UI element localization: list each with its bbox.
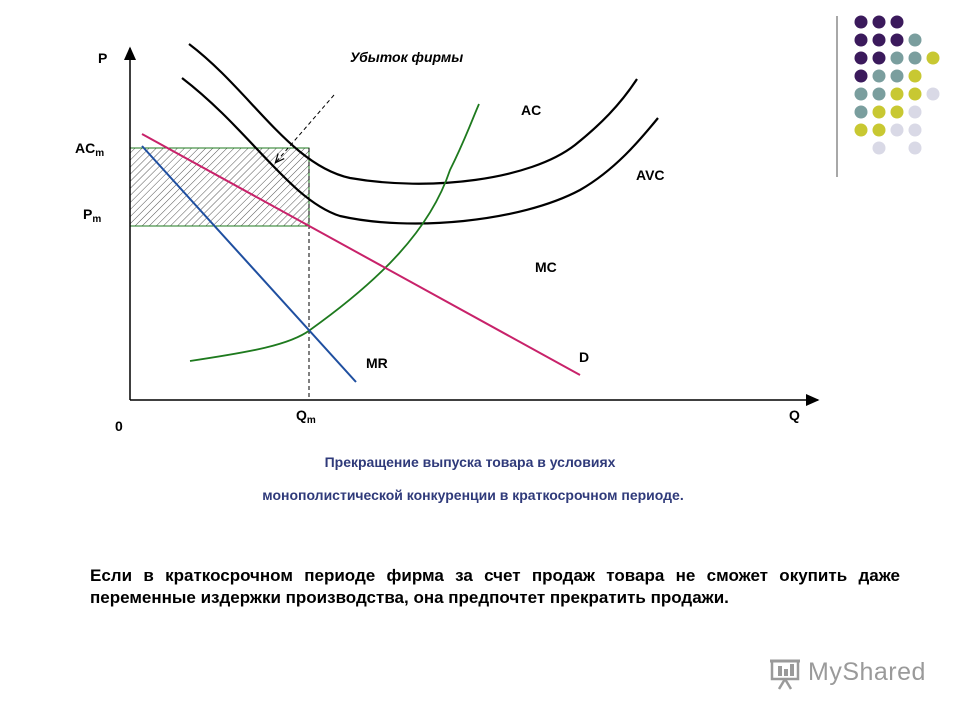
decorative-dot <box>872 69 886 83</box>
decorative-dot <box>890 33 904 47</box>
myshared-watermark: MyShared <box>768 656 928 692</box>
qm-label: Qm <box>296 407 316 429</box>
decorative-dot <box>854 51 868 65</box>
pm-label: Pm <box>83 206 101 228</box>
decorative-dot <box>872 141 886 155</box>
acm-label: ACm <box>75 140 104 162</box>
pm-label-sub: m <box>92 214 102 225</box>
acm-label-main: AC <box>75 140 96 156</box>
y-axis-label: P <box>98 50 108 66</box>
qm-label-sub: m <box>306 415 316 426</box>
avc-curve-label: AVC <box>636 167 665 183</box>
decorative-dot <box>908 69 922 83</box>
decorative-dot <box>890 105 904 119</box>
watermark-text: MyShared <box>808 658 926 686</box>
mr-curve <box>141 145 357 383</box>
presentation-icon <box>770 659 800 690</box>
pm-label-main: P <box>83 206 93 222</box>
decorative-dot <box>872 51 886 65</box>
decorative-dot <box>854 15 868 29</box>
mc-curve <box>189 103 480 362</box>
decorative-dot <box>854 33 868 47</box>
decorative-dot <box>890 69 904 83</box>
decorative-dot <box>908 123 922 137</box>
body-paragraph: Если в краткосрочном периоде фирма за сч… <box>90 566 900 607</box>
avc-curve <box>181 77 659 225</box>
qm-label-main: Q <box>296 407 307 423</box>
decorative-dot <box>854 69 868 83</box>
loss-label: Убыток фирмы <box>350 49 464 65</box>
decorative-dot <box>872 87 886 101</box>
decorative-dot <box>872 33 886 47</box>
caption-line-1: Прекращение выпуска товара в условиях <box>324 454 616 470</box>
decorative-dot <box>908 51 922 65</box>
decorative-dot <box>854 123 868 137</box>
decorative-dot <box>890 51 904 65</box>
demand-curve <box>141 133 581 376</box>
decorative-dot <box>890 87 904 101</box>
decorative-dot <box>872 105 886 119</box>
decorative-dot <box>926 87 940 101</box>
mr-curve-label: MR <box>366 355 388 371</box>
ac-curve-label: AC <box>521 102 542 118</box>
x-axis-label: Q <box>789 407 800 423</box>
acm-label-sub: m <box>95 148 105 159</box>
loss-area <box>129 147 310 227</box>
mc-curve-label: MC <box>535 259 557 275</box>
decorative-dot <box>926 51 940 65</box>
decorative-dot <box>908 105 922 119</box>
decorative-dot <box>872 123 886 137</box>
loss-arrow <box>276 94 335 162</box>
demand-curve-label: D <box>579 349 590 365</box>
decorative-dot <box>872 15 886 29</box>
decorative-dot <box>908 33 922 47</box>
origin-label: 0 <box>115 418 123 434</box>
decorative-dot <box>854 105 868 119</box>
decorative-dot <box>908 87 922 101</box>
caption-line-2: монополистической конкуренции в краткоср… <box>262 487 684 503</box>
decorative-dot <box>908 141 922 155</box>
decorative-dot <box>854 87 868 101</box>
decorative-dot <box>890 15 904 29</box>
decorative-dot <box>890 123 904 137</box>
ac-curve <box>188 43 638 185</box>
